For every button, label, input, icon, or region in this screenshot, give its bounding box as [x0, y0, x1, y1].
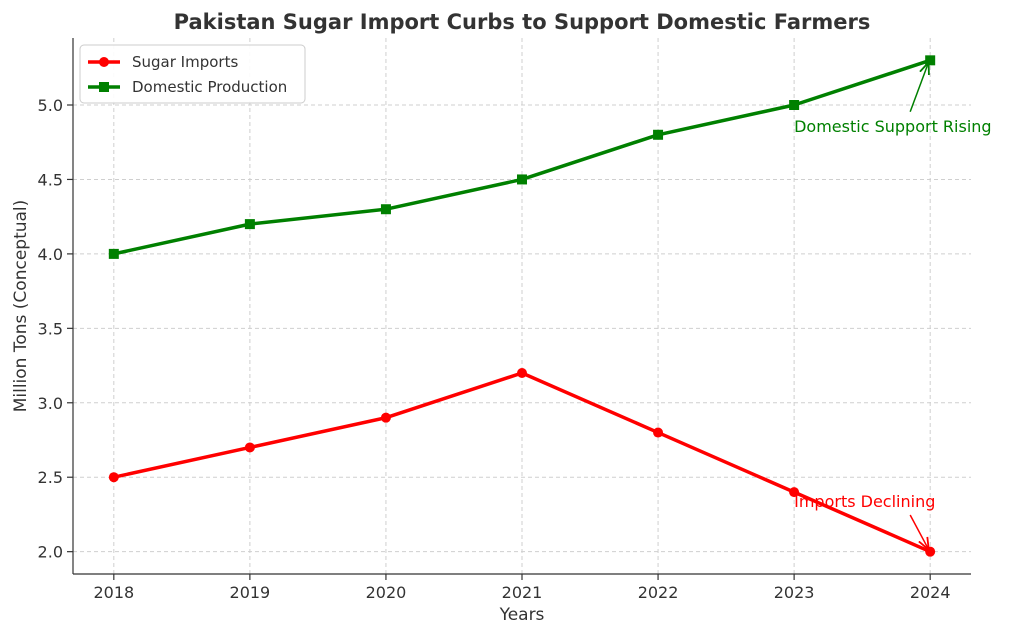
sugar-imports-point [789, 487, 800, 498]
sugar-imports-point [653, 427, 664, 438]
domestic-production-point [380, 204, 391, 215]
annotation-label: Domestic Support Rising [794, 117, 991, 136]
x-axis-label: Years [499, 605, 545, 625]
y-tick-label: 2.0 [38, 543, 63, 562]
domestic-production-point [789, 100, 800, 110]
chart-title: Pakistan Sugar Import Curbs to Support D… [174, 10, 871, 34]
sugar-imports-point [244, 442, 255, 453]
y-tick-label: 3.0 [38, 394, 63, 413]
sugar-imports-point [108, 472, 119, 483]
x-tick-label: 2021 [502, 583, 543, 602]
axes: 2018 2019 2020 2021 2022 2023 2024 2.0 2.5 3.0 3.5… [38, 38, 971, 602]
x-tick-label: 2024 [910, 583, 951, 602]
annotation-arrow [909, 514, 928, 549]
series [108, 55, 936, 557]
y-tick-label: 3.5 [38, 319, 63, 338]
annotation-label: Imports Declining [794, 492, 935, 511]
domestic-production-point [925, 55, 936, 66]
legend-box [79, 44, 306, 104]
x-tick-label: 2023 [774, 583, 815, 602]
legend: Sugar Imports Domestic Production [79, 44, 306, 104]
x-tick-label: 2018 [93, 583, 134, 602]
annotations: Imports Declining Domestic Support Rising [794, 63, 992, 549]
x-tick-label: 2022 [638, 583, 679, 602]
y-axis-label: Million Tons (Conceptual) [11, 200, 31, 413]
legend-marker [99, 82, 109, 92]
annotation-arrow [909, 63, 928, 113]
y-tick-label: 4.5 [38, 170, 63, 189]
sugar-imports-point [517, 368, 527, 378]
domestic-production-point [653, 129, 664, 140]
legend-label: Domestic Production [132, 78, 287, 96]
domestic-production-point [244, 219, 255, 230]
legend-label: Sugar Imports [132, 53, 238, 71]
legend-marker [99, 57, 109, 67]
sugar-imports-point [925, 546, 936, 557]
y-tick-label: 5.0 [38, 96, 63, 115]
y-tick-label: 2.5 [38, 468, 63, 487]
domestic-production-point [517, 174, 527, 185]
domestic-production-point [108, 248, 119, 259]
sugar-imports-point [380, 412, 391, 423]
x-tick-label: 2020 [366, 583, 407, 602]
x-tick-label: 2019 [230, 583, 271, 602]
y-tick-label: 4.0 [38, 245, 63, 264]
